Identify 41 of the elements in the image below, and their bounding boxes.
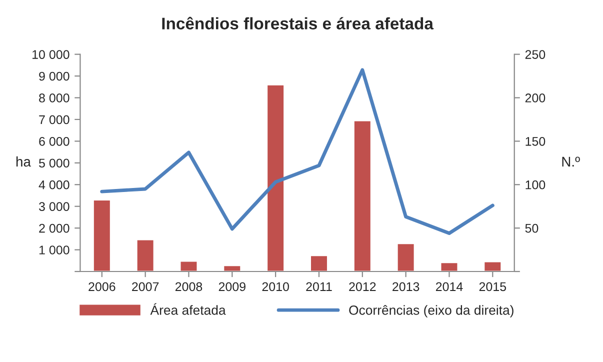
- x-tick-label: 2007: [132, 282, 159, 292]
- y-tick-label: 3 000: [38, 202, 70, 211]
- y2-tick-label: 200: [525, 94, 546, 102]
- legend-label: Área afetada: [150, 303, 226, 315]
- x-tick-label: 2014: [436, 282, 463, 292]
- x-tick-label: 2010: [262, 282, 289, 292]
- y-tick-label: 6 000: [39, 136, 70, 146]
- y2-tick-label: 150: [526, 136, 546, 146]
- chart-title: Incêndios florestais e área afetada: [162, 16, 434, 30]
- x-tick-label: 2006: [88, 282, 116, 292]
- x-tick-label: 2009: [218, 282, 246, 292]
- x-tick-label: 2013: [392, 282, 420, 292]
- bar: [310, 254, 328, 272]
- y-tick-label: 1 000: [39, 246, 70, 254]
- y2-tick-label: 250: [525, 50, 546, 59]
- y-tick-label: 7 000: [39, 115, 70, 124]
- bar: [440, 262, 459, 272]
- legend-label: Ocorrências (eixo da direita): [349, 305, 514, 318]
- y2-axis-title: N.º: [562, 156, 580, 166]
- x-tick-label: 2008: [175, 282, 202, 292]
- y-tick-label: 4 000: [38, 180, 70, 190]
- bar: [179, 260, 198, 272]
- x-tick-label: 2012: [349, 282, 376, 292]
- y-axis-title: ha: [16, 156, 31, 167]
- bar: [136, 238, 155, 272]
- x-tick-label: 2015: [479, 282, 506, 292]
- bar: [92, 199, 112, 272]
- y-tick-label: 8 000: [39, 94, 70, 102]
- bar: [483, 260, 502, 272]
- bar: [266, 84, 285, 272]
- line-series: [100, 68, 494, 236]
- y-tick-label: 5 000: [39, 158, 70, 168]
- bar: [353, 120, 372, 272]
- x-tick-label: 2011: [306, 282, 332, 292]
- y2-tick-label: 100: [526, 180, 546, 190]
- y-tick-label: 2 000: [39, 224, 70, 233]
- bar: [222, 264, 242, 272]
- y2-tick-label: 50: [525, 224, 538, 233]
- y-tick-label: 9 000: [39, 72, 70, 81]
- bar: [396, 242, 416, 272]
- y-tick-label: 10 000: [32, 50, 70, 59]
